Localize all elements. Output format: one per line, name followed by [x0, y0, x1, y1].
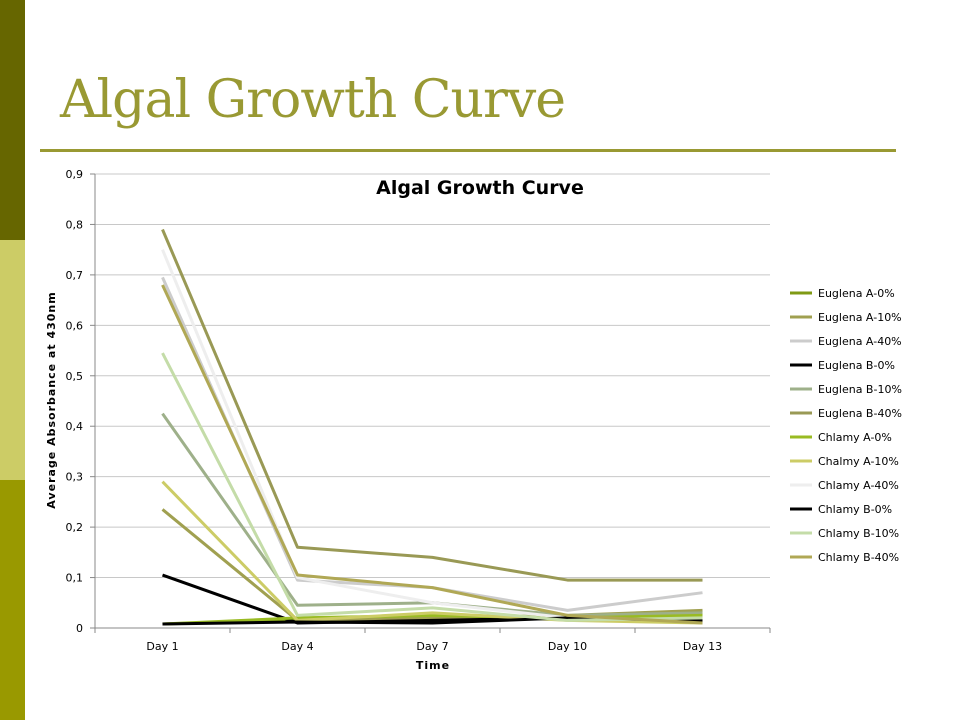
legend-label: Chlamy B-0% [818, 503, 892, 516]
series-line-chlamy-b-10 [161, 352, 703, 622]
x-tick-label: Day 10 [548, 640, 587, 653]
legend-label: Chlamy B-10% [818, 527, 899, 540]
legend-label: Euglena A-10% [818, 311, 902, 324]
sidebar-accent-top [0, 0, 25, 240]
y-tick-label: 0,5 [66, 370, 84, 383]
x-tick-label: Day 4 [281, 640, 313, 653]
x-axis-title: Time [416, 659, 450, 672]
series-line-chalmy-a-10 [161, 480, 703, 625]
legend-label: Chlamy B-40% [818, 551, 899, 564]
y-tick-label: 0,1 [66, 572, 84, 585]
legend: Euglena A-0% Euglena A-10% Euglena A-40% Eu… [790, 287, 902, 564]
legend-label: Chlamy A-40% [818, 479, 899, 492]
x-tick-label: Day 13 [683, 640, 722, 653]
y-tick-label: 0,8 [66, 218, 84, 231]
series-lines [161, 228, 703, 626]
y-tick-label: 0,9 [66, 168, 84, 181]
series-line-euglena-b-40 [161, 228, 703, 582]
axes: 0 0,1 0,2 0,3 0,4 0,5 0,6 0,7 0,8 0,9 Day 1 Day 4 Da… [66, 168, 771, 653]
slide-title: Algal Growth Curve [60, 70, 566, 130]
legend-label: Euglena B-0% [818, 359, 895, 372]
chart-title: Algal Growth Curve [376, 177, 584, 199]
legend-label: Euglena B-40% [818, 407, 902, 420]
y-tick-label: 0,7 [66, 269, 84, 282]
y-tick-label: 0 [76, 622, 83, 635]
legend-label: Chlamy A-0% [818, 431, 892, 444]
legend-label: Chalmy A-10% [818, 455, 899, 468]
sidebar-accent-bottom [0, 480, 25, 720]
x-tick-label: Day 1 [146, 640, 178, 653]
legend-label: Euglena B-10% [818, 383, 902, 396]
title-divider [40, 149, 896, 152]
legend-label: Euglena A-40% [818, 335, 902, 348]
series-line-chlamy-b-40 [161, 284, 703, 625]
y-axis-title: Average Absorbance at 430nm [45, 291, 58, 508]
y-tick-label: 0,6 [66, 319, 84, 332]
y-tick-label: 0,2 [66, 521, 84, 534]
y-tick-label: 0,4 [66, 420, 84, 433]
sidebar-accent-middle [0, 240, 25, 480]
legend-label: Euglena A-0% [818, 287, 895, 300]
y-tick-label: 0,3 [66, 471, 84, 484]
x-tick-label: Day 7 [416, 640, 448, 653]
